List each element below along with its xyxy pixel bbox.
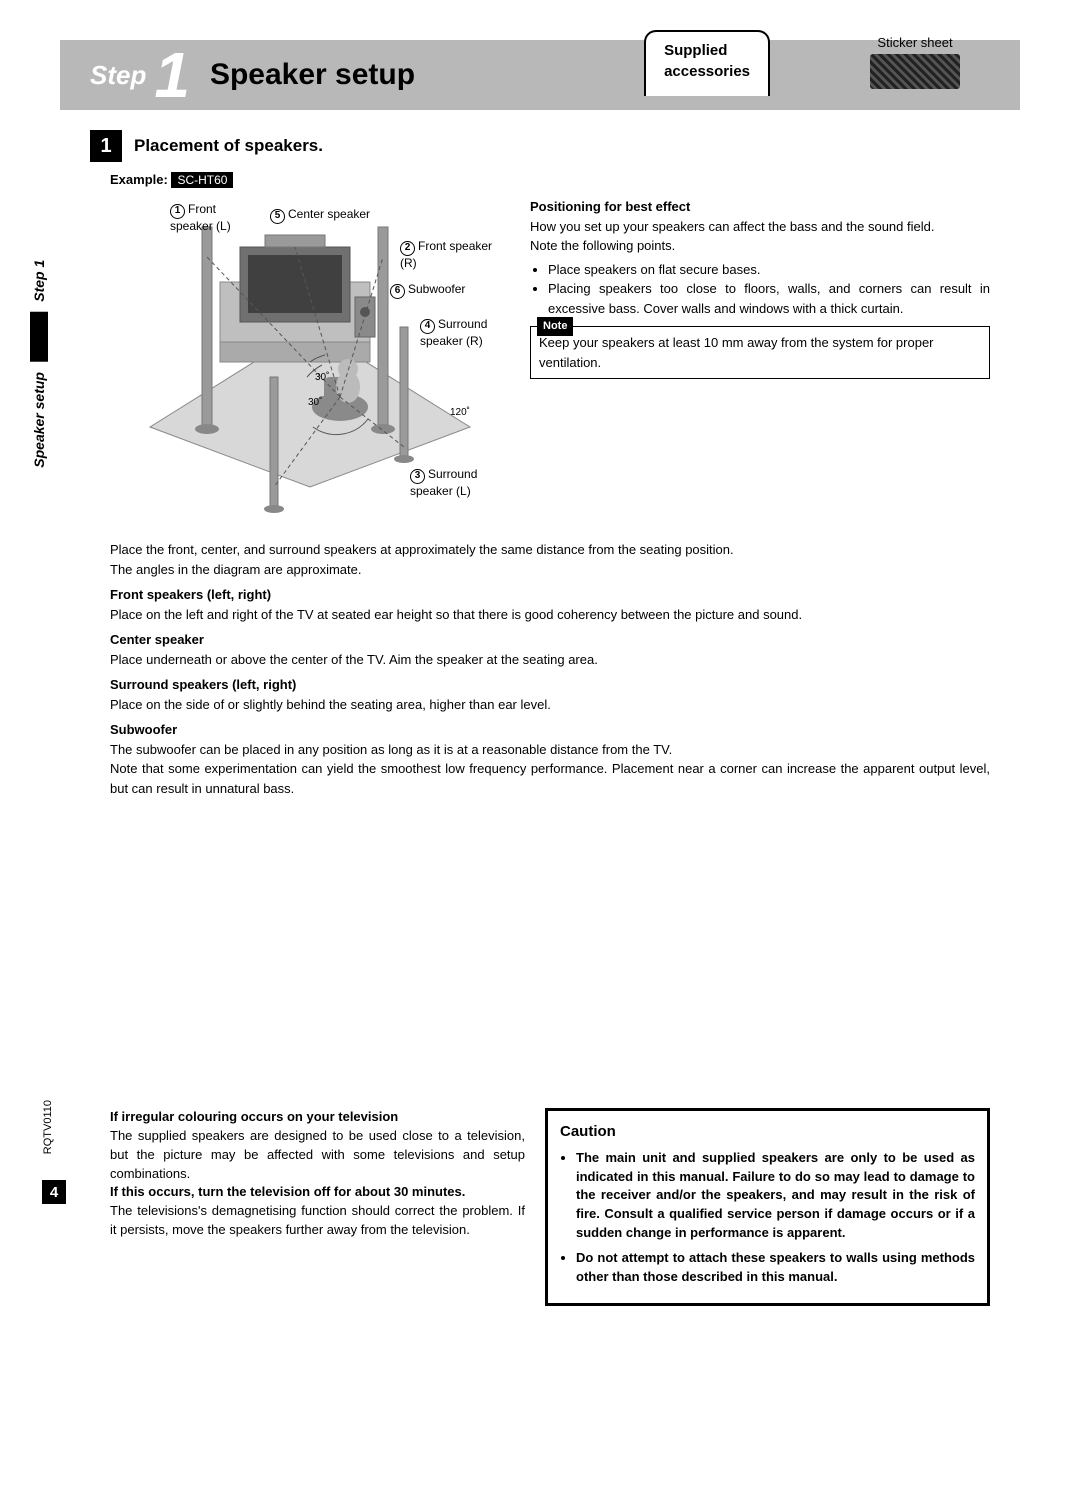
irr-heading: If irregular colouring occurs on your te… [110, 1108, 525, 1127]
sticker-area: Sticker sheet [870, 35, 960, 89]
positioning-bullets: Place speakers on flat secure bases. Pla… [548, 260, 990, 319]
front-heading: Front speakers (left, right) [110, 585, 990, 605]
diagram-column: 1Frontspeaker (L) 5Center speaker 2Front… [110, 197, 510, 520]
angle-30b: 30˚ [308, 397, 322, 409]
positioning-heading: Positioning for best effect [530, 197, 990, 217]
caution-box: Caution The main unit and supplied speak… [545, 1108, 990, 1306]
bottom-left: If irregular colouring occurs on your te… [110, 1108, 525, 1306]
supplied-tab: Supplied accessories [644, 30, 770, 96]
label-center: 5Center speaker [270, 207, 370, 224]
bullet-1: Place speakers on flat secure bases. [548, 260, 990, 280]
caution-title: Caution [560, 1121, 975, 1143]
supplied-line2: accessories [664, 61, 750, 82]
caution-bullet-2: Do not attempt to attach these speakers … [576, 1249, 975, 1287]
body-intro1: Place the front, center, and surround sp… [110, 540, 990, 560]
section-number: 1 [90, 130, 122, 162]
label-surround-l: 3Surroundspeaker (L) [410, 467, 477, 498]
sub-text2: Note that some experimentation can yield… [110, 759, 990, 798]
front-text: Place on the left and right of the TV at… [110, 605, 990, 625]
bottom-row: If irregular colouring occurs on your te… [110, 1108, 990, 1306]
page-title: Speaker setup [210, 58, 415, 92]
positioning-column: Positioning for best effect How you set … [530, 197, 990, 520]
label-surround-r: 4Surroundspeaker (R) [420, 317, 487, 348]
side-tab-line1: Speaker setup [31, 372, 47, 468]
note-box: Note Keep your speakers at least 10 mm a… [530, 326, 990, 379]
example-line: Example: SC-HT60 [110, 172, 1020, 187]
step-label: Step [90, 60, 146, 91]
body-text: Place the front, center, and surround sp… [110, 540, 990, 798]
page-number: 4 [42, 1180, 66, 1204]
body-intro2: The angles in the diagram are approximat… [110, 560, 990, 580]
caution-bullet-1: The main unit and supplied speakers are … [576, 1149, 975, 1243]
side-tab-line2: Step 1 [31, 260, 47, 302]
sticker-image [870, 54, 960, 89]
step-number: 1 [154, 43, 190, 107]
center-text: Place underneath or above the center of … [110, 650, 990, 670]
caution-list: The main unit and supplied speakers are … [576, 1149, 975, 1287]
section-title: Placement of speakers. [134, 136, 323, 156]
bullet-2: Placing speakers too close to floors, wa… [548, 279, 990, 318]
side-tab: Speaker setup Step 1 [30, 260, 48, 468]
side-tab-block [30, 312, 48, 362]
supplied-line1: Supplied [664, 40, 750, 61]
irr-heading2: If this occurs, turn the television off … [110, 1183, 525, 1202]
section-header: 1 Placement of speakers. [90, 130, 1020, 162]
header-bar: Step 1 Speaker setup Supplied accessorie… [60, 40, 1020, 110]
label-front-r: 2Front speaker (R) [400, 239, 510, 270]
positioning-intro: How you set up your speakers can affect … [530, 217, 990, 237]
surround-text: Place on the side of or slightly behind … [110, 695, 990, 715]
model-badge: SC-HT60 [171, 172, 233, 188]
label-subwoofer: 6Subwoofer [390, 282, 465, 299]
sub-text1: The subwoofer can be placed in any posit… [110, 740, 990, 760]
center-heading: Center speaker [110, 630, 990, 650]
note-text: Keep your speakers at least 10 mm away f… [539, 333, 981, 372]
doc-code: RQTV0110 [42, 1100, 54, 1154]
label-front-l: 1Frontspeaker (L) [170, 202, 231, 233]
sub-heading: Subwoofer [110, 720, 990, 740]
note-badge: Note [537, 317, 573, 336]
irr-text2: The televisions's demagnetising function… [110, 1202, 525, 1240]
angle-120: 120˚ [450, 407, 470, 419]
sticker-label: Sticker sheet [870, 35, 960, 50]
surround-heading: Surround speakers (left, right) [110, 675, 990, 695]
example-label: Example: [110, 172, 168, 187]
angle-30a: 30˚ [315, 372, 329, 384]
positioning-noteline: Note the following points. [530, 236, 990, 256]
content-row: 1Frontspeaker (L) 5Center speaker 2Front… [110, 197, 990, 520]
irr-text1: The supplied speakers are designed to be… [110, 1127, 525, 1184]
